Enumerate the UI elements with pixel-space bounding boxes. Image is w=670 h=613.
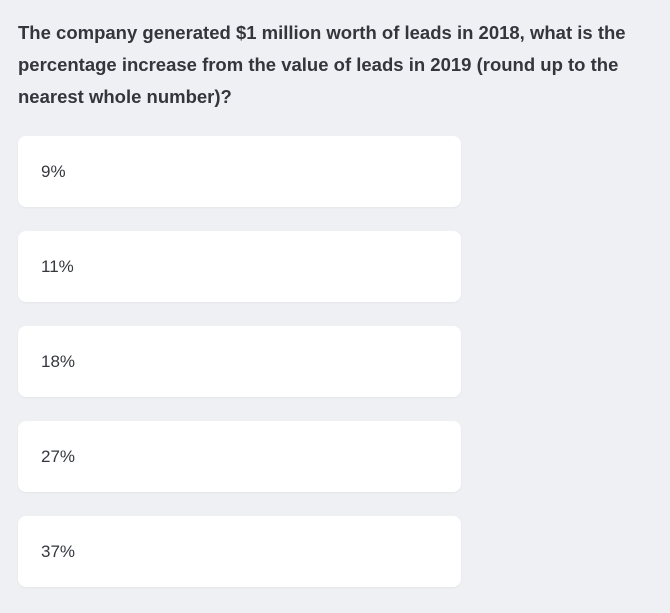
question-text: The company generated $1 million worth o… — [18, 22, 626, 107]
answer-option-4[interactable]: 27% — [18, 421, 461, 492]
answer-option-2[interactable]: 11% — [18, 231, 461, 302]
answer-option-label: 37% — [41, 541, 76, 561]
answer-option-label: 11% — [41, 256, 74, 276]
answer-option-label: 9% — [41, 161, 66, 181]
answer-option-label: 27% — [41, 446, 76, 466]
answer-options: 9% 11% 18% 27% 37% — [18, 136, 461, 611]
answer-option-label: 18% — [41, 351, 76, 371]
answer-option-5[interactable]: 37% — [18, 516, 461, 587]
answer-option-3[interactable]: 18% — [18, 326, 461, 397]
answer-option-1[interactable]: 9% — [18, 136, 461, 207]
